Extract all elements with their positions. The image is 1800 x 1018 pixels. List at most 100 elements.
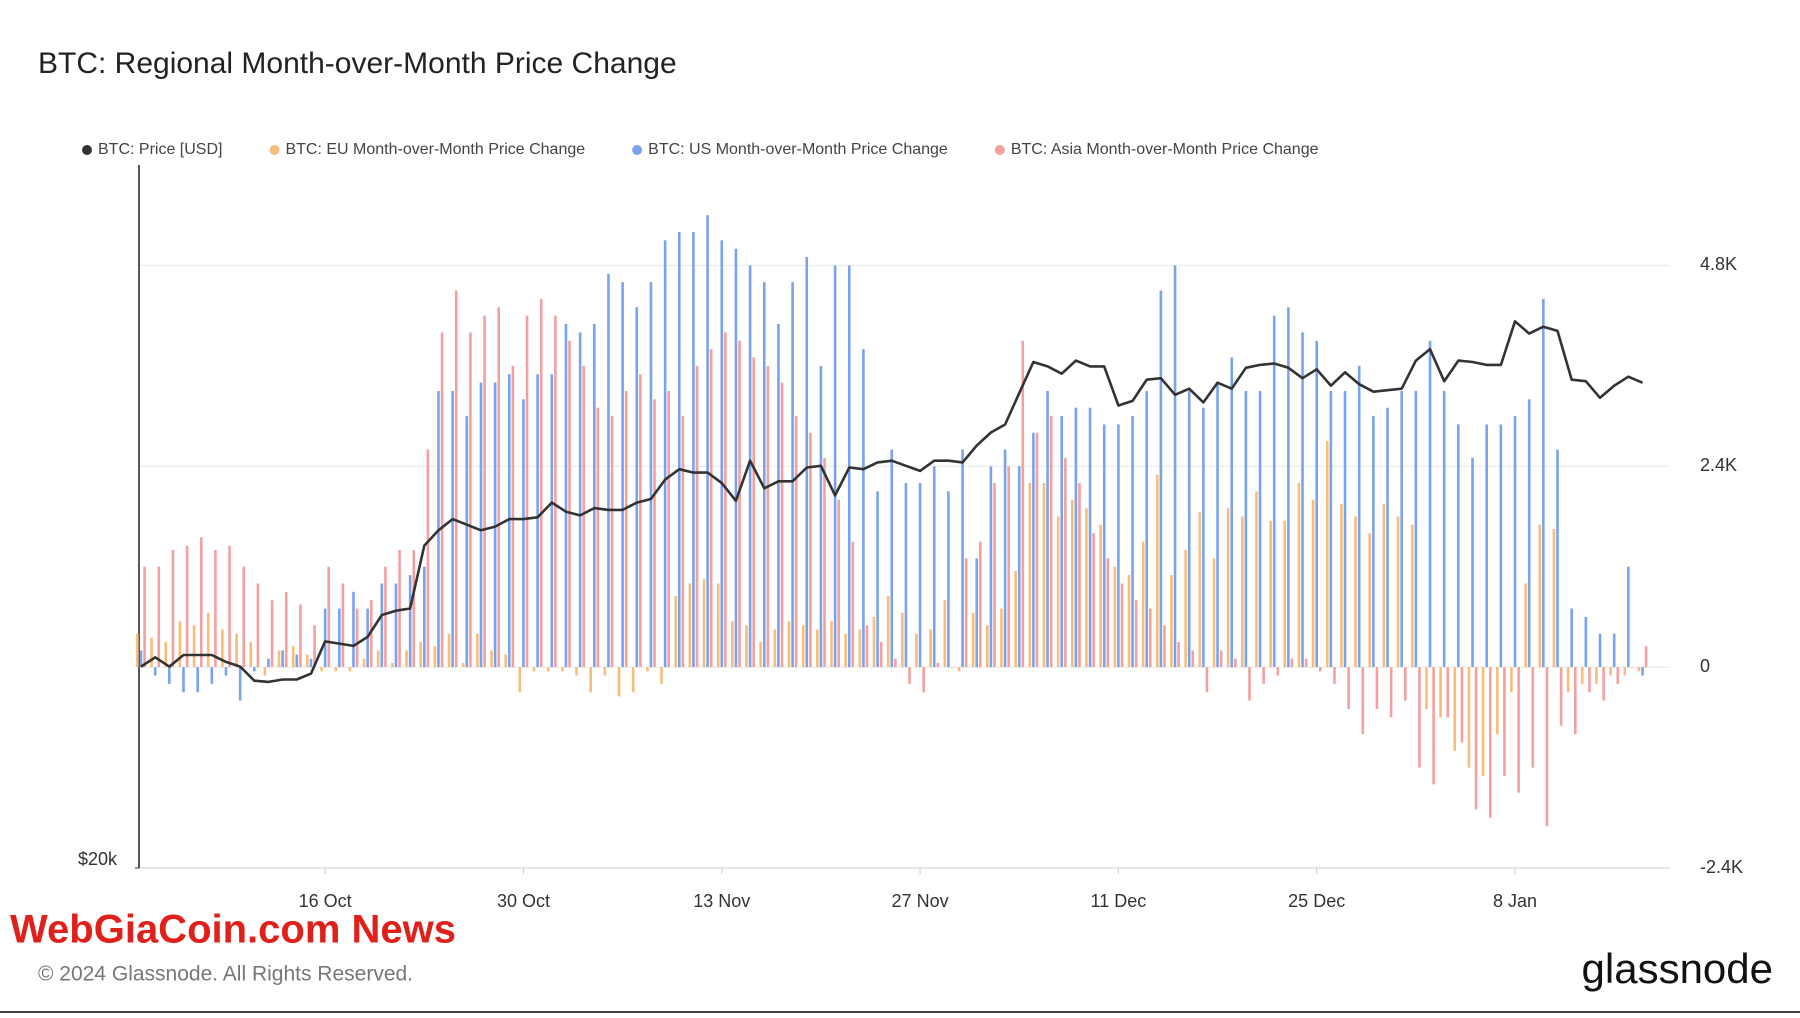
bar <box>894 658 897 668</box>
bar <box>1035 432 1039 668</box>
bar <box>171 549 175 668</box>
bar <box>943 600 947 668</box>
bar <box>890 449 894 668</box>
bar <box>1513 416 1517 668</box>
bar <box>1556 449 1559 668</box>
bar <box>242 566 246 668</box>
legend-label: BTC: Asia Month-over-Month Price Change <box>1011 141 1319 158</box>
bar <box>1354 516 1357 668</box>
bar <box>961 449 964 668</box>
bar <box>1432 667 1435 785</box>
bar <box>525 315 529 668</box>
bar <box>554 315 557 668</box>
bar <box>1173 265 1177 668</box>
bar <box>1637 667 1641 672</box>
bar <box>224 667 228 676</box>
bar <box>320 667 323 672</box>
bar <box>752 357 756 668</box>
bar <box>1255 491 1258 668</box>
bar <box>663 240 667 668</box>
bar <box>1524 583 1527 668</box>
bar <box>299 604 302 668</box>
bar <box>791 282 794 668</box>
bar <box>879 642 883 668</box>
bar <box>1460 667 1464 743</box>
bar <box>1418 667 1421 768</box>
bar <box>1042 483 1046 668</box>
bar <box>1120 583 1124 668</box>
bar <box>1467 667 1471 768</box>
bar <box>518 667 522 693</box>
bar <box>1439 667 1442 718</box>
bar <box>139 650 143 668</box>
bar <box>1127 575 1131 668</box>
bar <box>1382 503 1386 668</box>
bar <box>578 332 582 668</box>
bar <box>352 591 355 668</box>
bar <box>1627 566 1630 668</box>
bar <box>1240 516 1244 668</box>
bar <box>150 637 153 668</box>
bar <box>423 566 426 668</box>
bar <box>1372 416 1375 668</box>
bar <box>1414 390 1418 668</box>
bar <box>1212 558 1216 668</box>
bar <box>153 667 157 676</box>
bar <box>483 315 486 668</box>
bar <box>1630 667 1634 668</box>
y2-tick-label: 0 <box>1700 656 1710 676</box>
bar <box>1049 416 1053 668</box>
bar <box>1545 667 1549 827</box>
bar <box>206 612 210 668</box>
bar <box>419 642 423 668</box>
bar <box>192 625 196 668</box>
bar <box>872 616 876 668</box>
bar <box>1297 483 1301 668</box>
x-tick-label: 13 Nov <box>693 891 750 911</box>
bar <box>1510 667 1513 693</box>
bar <box>1205 667 1209 693</box>
bar <box>1092 533 1095 668</box>
bar <box>1301 332 1304 668</box>
bar <box>479 382 483 668</box>
bar <box>1219 650 1223 668</box>
bar <box>592 324 596 668</box>
bar <box>876 491 879 668</box>
x-tick-label: 8 Jan <box>1493 891 1537 911</box>
bar <box>1028 483 1032 668</box>
bar <box>1375 667 1379 709</box>
bar <box>1046 390 1049 668</box>
bar <box>228 545 231 668</box>
bar <box>646 667 649 672</box>
watermark: WebGiaCoin.com News <box>10 908 456 952</box>
bar <box>1184 549 1187 668</box>
legend-label: BTC: EU Month-over-Month Price Change <box>285 141 585 158</box>
bar <box>908 667 911 684</box>
bar <box>667 390 671 668</box>
bar <box>610 416 614 668</box>
price-line <box>140 320 1644 684</box>
bar <box>635 307 639 668</box>
bar <box>1117 424 1120 668</box>
bar <box>1495 667 1499 735</box>
bar <box>695 365 699 668</box>
bar <box>975 558 979 668</box>
bar <box>295 654 299 668</box>
bar <box>490 650 493 668</box>
y2-tick-label: 4.8K <box>1700 254 1737 274</box>
x-tick-label: 27 Nov <box>892 891 949 911</box>
bar <box>1347 667 1350 709</box>
bar <box>1187 390 1191 668</box>
bar <box>1623 667 1627 676</box>
bar <box>1570 608 1573 668</box>
bar <box>451 390 454 668</box>
bar <box>1304 658 1308 668</box>
legend-marker <box>82 145 92 155</box>
bar <box>844 633 847 668</box>
bar <box>1410 524 1414 668</box>
bar <box>561 667 564 672</box>
bar <box>1527 399 1531 668</box>
x-tick-label: 16 Oct <box>299 891 352 911</box>
bar <box>182 667 185 693</box>
